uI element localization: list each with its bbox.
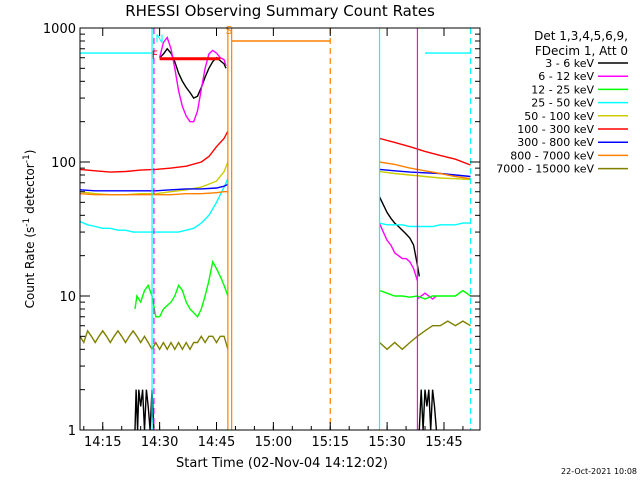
legend-label-4: 50 - 100 keV [524,110,594,123]
series-2-segment-0 [134,259,229,319]
series-0-segment-0 [134,389,155,431]
y-label-sup2: -1 [22,154,32,163]
legend-label-3: 25 - 50 keV [531,97,594,110]
legend-label-8: 7000 - 15000 keV [496,163,594,176]
series-4-segment-1 [379,170,471,181]
vertical-markers [151,28,472,430]
y-tick-label-1: 10 [59,290,76,305]
legend-header-2: FDecim 1, Att 0 [535,44,628,58]
series-3-segment-1 [79,178,229,233]
plot-series-layer [79,36,471,431]
series-6-segment-1 [379,168,471,178]
x-tick-label-1: 14:30 [141,435,178,450]
chart-title: RHESSI Observing Summary Count Rates [125,2,435,20]
legend-header-1: Det 1,3,4,5,6,9, [534,29,628,43]
plot-frame [79,27,481,431]
legend-label-7: 800 - 7000 keV [510,149,594,162]
y-tick-label-2: 100 [51,156,76,171]
x-tick-label-2: 14:45 [198,435,235,450]
flag-markers: FN S [152,24,233,62]
series-7-segment-2 [379,161,471,180]
axes: 14:15 14:30 14:45 15:00 15:15 15:30 15:45 1 10 10… [43,22,480,450]
flag-f: F [152,49,158,62]
legend-label-1: 6 - 12 keV [538,70,594,83]
y-tick-label-3: 1000 [43,22,76,37]
series-6-segment-0 [79,183,229,192]
y-label-suffix: ) [23,150,37,155]
x-tick-label-4: 15:15 [312,435,349,450]
y-tick-label-0: 1 [68,424,76,439]
legend-label-2: 12 - 25 keV [531,83,594,96]
flag-n: N [155,32,163,45]
x-tick-label-5: 15:30 [368,435,405,450]
series-7-segment-0 [79,190,228,196]
series-5-segment-0 [79,130,229,173]
flag-s: S [226,24,233,37]
legend-label-5: 100 - 300 keV [517,123,594,136]
y-axis-label: Count Rate (s-1 detector-1) [22,150,37,309]
series-8-segment-0 [79,329,229,351]
series-1-segment-1 [378,222,419,281]
series-3-segment-2 [379,222,471,228]
series-0-segment-3 [418,389,438,431]
x-axis-label: Start Time (02-Nov-04 14:12:02) [176,456,388,471]
series-2-segment-1 [379,289,471,300]
legend-label-6: 300 - 800 keV [517,136,594,149]
x-tick-label-3: 15:00 [255,435,292,450]
timestamp: 22-Oct-2021 10:08 [561,467,637,476]
legend: Det 1,3,4,5,6,9, FDecim 1, Att 0 3 - 6 k… [496,29,628,176]
series-1-segment-0 [158,36,227,123]
series-5-segment-2 [379,137,471,166]
y-label-sup: -1 [22,218,32,227]
series-0-segment-2 [378,196,420,277]
x-tick-label-0: 14:15 [84,435,121,450]
y-label-mid: detector [23,163,37,218]
x-tick-label-6: 15:45 [425,435,462,450]
y-label-prefix: Count Rate (s [23,227,37,309]
series-8-segment-1 [379,320,471,351]
legend-label-0: 3 - 6 keV [545,57,594,70]
